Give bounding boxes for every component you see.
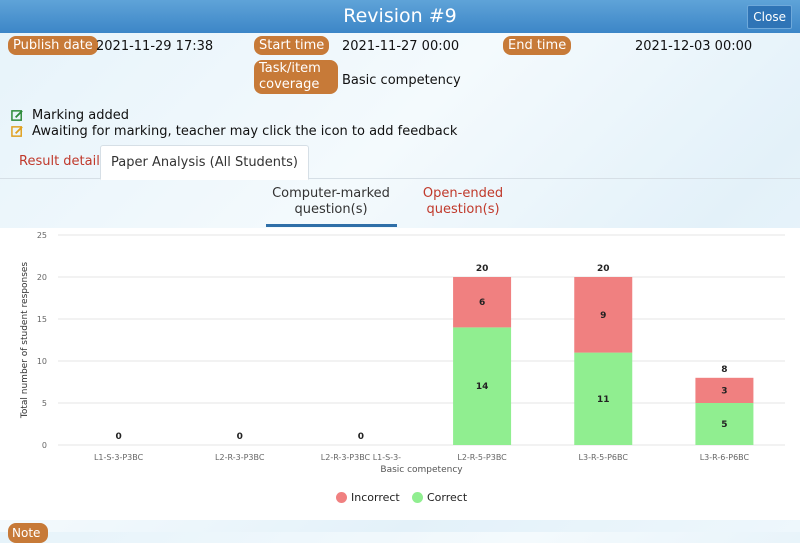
marking-added-text: Marking added — [32, 108, 129, 123]
publish-date-label: Publish date — [8, 36, 98, 55]
x-tick-label: L2-R-3-P3BC — [215, 453, 265, 462]
edit-check-icon — [11, 109, 24, 122]
y-tick-label: 20 — [37, 273, 47, 282]
subtab-open-ended[interactable]: Open-ended question(s) — [398, 186, 528, 218]
awaiting-marking-text: Awaiting for marking, teacher may click … — [32, 124, 457, 139]
window-title: Revision #9 — [343, 5, 456, 27]
close-button[interactable]: Close — [747, 5, 792, 29]
coverage-value: Basic competency — [342, 73, 461, 88]
coverage-label-line2: coverage — [259, 77, 333, 93]
y-tick-label: 10 — [37, 357, 47, 366]
bar-correct-label: 14 — [476, 382, 489, 392]
bar-correct-label: 5 — [721, 420, 727, 430]
x-tick-label: L3-R-6-P6BC — [700, 453, 750, 462]
x-tick-label: L1-S-3-P3BC — [94, 453, 144, 462]
y-tick-label: 25 — [37, 231, 47, 240]
coverage-label-line1: Task/item — [259, 61, 333, 77]
bar-incorrect-label: 3 — [721, 386, 727, 396]
edit-pending-icon — [11, 125, 24, 138]
legend-item-incorrect[interactable]: Incorrect — [336, 491, 400, 504]
bar-total-label: 0 — [237, 432, 243, 442]
stacked-bar-chart: 0 5 10 15 20 25 Total number of student respon… — [0, 228, 800, 490]
tab-result-detail[interactable]: Result detail — [19, 145, 100, 178]
end-time-label: End time — [503, 36, 571, 55]
bar-incorrect-label: 9 — [600, 311, 606, 321]
subtab-computer-marked[interactable]: Computer-marked question(s) — [266, 186, 396, 218]
bar-correct-label: 11 — [597, 395, 610, 405]
window-titlebar: Revision #9 Close — [0, 0, 800, 33]
publish-date-value: 2021-11-29 17:38 — [96, 39, 213, 54]
marking-added-line: Marking added — [11, 108, 129, 123]
subtab-open-ended-line1: Open-ended — [398, 186, 528, 202]
main-tabs: Result detail Paper Analysis (All Studen… — [0, 145, 800, 179]
x-tick-label: L2-R-5-P3BC — [457, 453, 507, 462]
legend-incorrect-label: Incorrect — [351, 491, 400, 504]
end-time-value: 2021-12-03 00:00 — [635, 39, 752, 54]
x-axis-label: Basic competency — [380, 465, 463, 475]
subtab-open-ended-line2: question(s) — [398, 202, 528, 218]
bar-total-label: 20 — [597, 264, 610, 274]
start-time-value: 2021-11-27 00:00 — [342, 39, 459, 54]
y-axis-label: Total number of student responses — [20, 262, 30, 420]
bar-total-label: 8 — [721, 365, 727, 375]
legend-incorrect-swatch — [336, 492, 347, 503]
start-time-label: Start time — [254, 36, 329, 55]
awaiting-marking-line: Awaiting for marking, teacher may click … — [11, 124, 457, 139]
y-tick-label: 0 — [42, 441, 47, 450]
legend-item-correct[interactable]: Correct — [412, 491, 467, 504]
chart-panel: 0 5 10 15 20 25 Total number of student respon… — [0, 228, 800, 520]
notes-label: Note — [8, 523, 48, 543]
coverage-label: Task/item coverage — [254, 60, 338, 94]
x-tick-label: L3-R-5-P6BC — [579, 453, 629, 462]
y-tick-label: 5 — [42, 399, 47, 408]
bar-total-label: 0 — [115, 432, 121, 442]
x-tick-label: L2-R-3-P3BC L1-S-3- — [321, 453, 401, 462]
chart-legend: Incorrect Correct — [0, 491, 800, 505]
subtab-computer-marked-line2: question(s) — [266, 202, 396, 218]
y-tick-label: 15 — [37, 315, 47, 324]
legend-correct-label: Correct — [427, 491, 467, 504]
active-subtab-indicator — [266, 224, 397, 227]
bar-incorrect-label: 6 — [479, 298, 485, 308]
bar-total-label: 0 — [358, 432, 364, 442]
subtab-computer-marked-line1: Computer-marked — [266, 186, 396, 202]
bar-total-label: 20 — [476, 264, 489, 274]
legend-correct-swatch — [412, 492, 423, 503]
tab-paper-analysis[interactable]: Paper Analysis (All Students) — [100, 145, 309, 180]
